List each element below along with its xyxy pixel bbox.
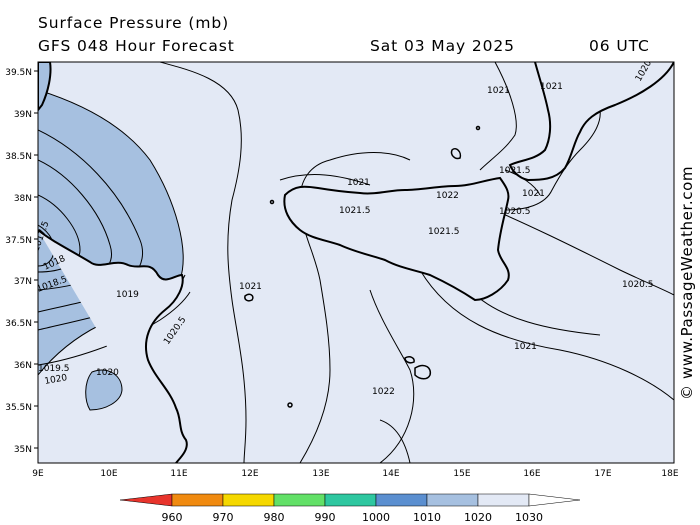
lat-label: 36N [14,361,32,371]
isobar-label: 1021 [347,178,370,188]
lat-label: 39N [14,110,32,120]
low-pressure-blob [85,369,123,411]
lon-label: 16E [523,469,540,479]
scale-label: 1030 [515,511,543,524]
isobar-label: 1020.5 [622,280,654,290]
islands [244,125,481,408]
scale-label: 970 [213,511,234,524]
scale-swatch [426,493,479,507]
scale-swatch [273,493,326,507]
lat-label: 35.5N [5,403,32,413]
scale-swatch [528,493,581,507]
lat-label: 39.5N [5,68,32,78]
scale-label: 980 [264,511,285,524]
lon-label: 18E [661,469,678,479]
map-frame [37,61,675,464]
isobar-label: 1020 [96,368,119,378]
lat-label: 38N [14,194,32,204]
scale-swatch [171,493,224,507]
isobar-label: 1022 [436,191,459,201]
lat-label: 37N [14,277,32,287]
lon-label: 12E [241,469,258,479]
latitude-axis: 39.5N 39N 38.5N 38N 37.5N 37N 36.5N 36N … [5,68,32,455]
isobar-label: 1021 [239,282,262,292]
tunisia-coast [38,229,188,463]
forecast-date: Sat 03 May 2025 [370,37,515,55]
isobar-label: 1022 [372,387,395,397]
scale-swatch [119,493,173,507]
lat-label: 36.5N [5,319,32,329]
lon-label: 13E [312,469,329,479]
isobar-label: 1021.5 [428,227,460,237]
isobar-label: 1019.5 [38,364,70,374]
lat-label: 37.5N [5,236,32,246]
scale-label: 1000 [362,511,390,524]
lon-label: 9E [32,469,44,479]
isobar-label: 1019 [116,290,139,300]
isobar-label: 1021.5 [499,166,531,176]
map-title: Surface Pressure (mb) [38,14,230,32]
lon-label: 15E [453,469,470,479]
lat-label: 38.5N [5,152,32,162]
scale-swatch [477,493,530,507]
coastlines [38,62,674,463]
scale-label: 1020 [464,511,492,524]
scale-label: 990 [315,511,336,524]
lat-label: 35N [14,445,32,455]
sicily-coast [283,176,510,302]
scale-swatch [222,493,275,507]
isobar-label: 1021 [514,342,537,352]
scale-swatch [375,493,428,507]
scale-label: 960 [162,511,183,524]
isobar-label: 1021 [522,189,545,199]
scale-label: 1010 [413,511,441,524]
map-subtitle: GFS 048 Hour Forecast [38,37,235,55]
lon-label: 11E [170,469,187,479]
lon-label: 17E [594,469,611,479]
forecast-time: 06 UTC [589,37,650,55]
lon-label: 14E [382,469,399,479]
pressure-scale: 960 970 980 990 1000 1010 1020 1030 [119,493,581,524]
longitude-axis: 9E 10E 11E 12E 13E 14E 15E 16E 17E 18E [32,469,679,479]
lon-label: 10E [100,469,117,479]
isobar-label: 1021 [540,82,563,92]
calabria-coast [508,62,674,182]
isobar-label: 1020.5 [499,207,531,217]
isobar-label: 1020 [44,373,69,387]
isobar-label: 1021 [487,86,510,96]
isobar-label: 1021.5 [339,206,371,216]
isobar-labels: 1021 1021 1021 1021.5 1022 1021.5 1021.5… [38,62,658,397]
scale-swatch [324,493,377,507]
latitude-ticks [34,70,38,449]
